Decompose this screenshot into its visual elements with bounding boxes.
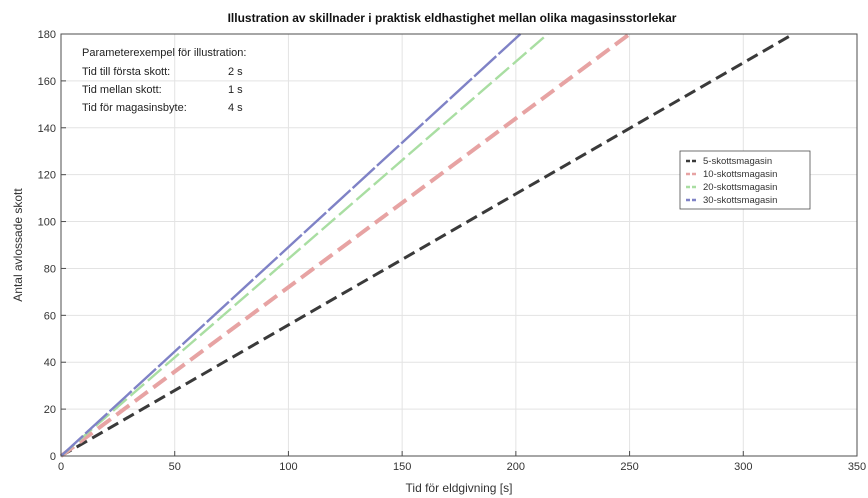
series-line-30	[60, 33, 522, 457]
parameter-value-first-shot: 2 s	[228, 66, 243, 78]
y-tick-label: 100	[38, 217, 56, 229]
legend-label-5: 5-skottsmagasin	[703, 156, 772, 167]
legend-label-30: 30-skottsmagasin	[703, 195, 777, 206]
x-tick-label: 350	[848, 461, 866, 473]
x-tick-label: 100	[279, 461, 297, 473]
x-tick-label: 150	[393, 461, 411, 473]
parameter-value-between-shots: 1 s	[228, 84, 243, 96]
ticks: 0 50 100 150 200 250 300 350 0 20 40 60 80 100 120 140 1…	[38, 29, 867, 473]
series-line-20	[60, 33, 549, 457]
x-axis-title: Tid för eldgivning [s]	[406, 481, 513, 495]
series-line-10	[59, 32, 631, 458]
parameter-heading: Parameterexempel för illustration:	[82, 47, 246, 59]
x-tick-label: 200	[507, 461, 525, 473]
y-tick-label: 160	[38, 76, 56, 88]
y-tick-label: 80	[44, 263, 56, 275]
y-tick-label: 40	[44, 357, 56, 369]
y-tick-label: 180	[38, 29, 56, 41]
parameter-value-magazine-change: 4 s	[228, 102, 243, 114]
x-tick-label: 250	[620, 461, 638, 473]
series-layer	[59, 32, 795, 458]
y-tick-label: 60	[44, 310, 56, 322]
parameter-label-first-shot: Tid till första skott:	[82, 66, 170, 78]
legend: 5-skottsmagasin 10-skottsmagasin 20-skot…	[679, 150, 811, 210]
x-tick-label: 300	[734, 461, 752, 473]
y-axis-title: Antal avlossade skott	[11, 188, 25, 302]
x-tick-label: 0	[58, 461, 64, 473]
legend-box	[679, 150, 811, 210]
legend-label-20: 20-skottsmagasin	[703, 182, 777, 193]
y-tick-label: 140	[38, 123, 56, 135]
parameter-label-between-shots: Tid mellan skott:	[82, 84, 162, 96]
chart-title: Illustration av skillnader i praktisk el…	[228, 11, 677, 25]
x-tick-label: 50	[169, 461, 181, 473]
parameter-annotation: Parameterexempel för illustration: Tid t…	[82, 47, 246, 114]
y-tick-label: 120	[38, 170, 56, 182]
legend-label-10: 10-skottsmagasin	[703, 169, 777, 180]
plot-frame	[60, 33, 858, 457]
parameter-label-magazine-change: Tid för magasinsbyte:	[82, 102, 187, 114]
y-tick-label: 20	[44, 404, 56, 416]
y-tick-label: 0	[50, 451, 56, 463]
series-line-5	[60, 32, 795, 458]
